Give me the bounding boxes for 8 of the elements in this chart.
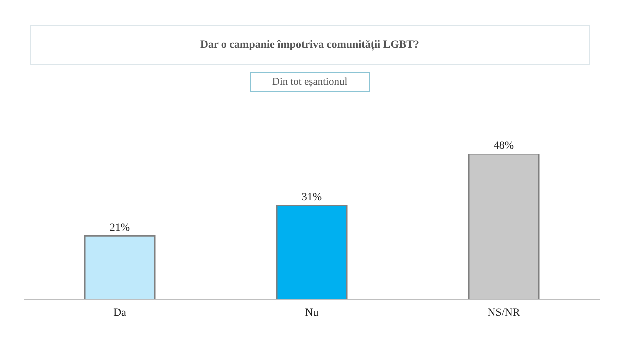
data-label: 31% (302, 192, 322, 204)
chart-title: Dar o campanie împotriva comunității LGBT? (30, 25, 590, 65)
x-tick-label: Da (114, 306, 127, 319)
x-tick-label: Nu (305, 306, 320, 319)
x-tick-label: NS/NR (488, 306, 521, 319)
data-label: 21% (110, 222, 130, 234)
chart-subtitle: Din tot eșantionul (250, 72, 370, 92)
data-label: 48% (494, 140, 514, 152)
